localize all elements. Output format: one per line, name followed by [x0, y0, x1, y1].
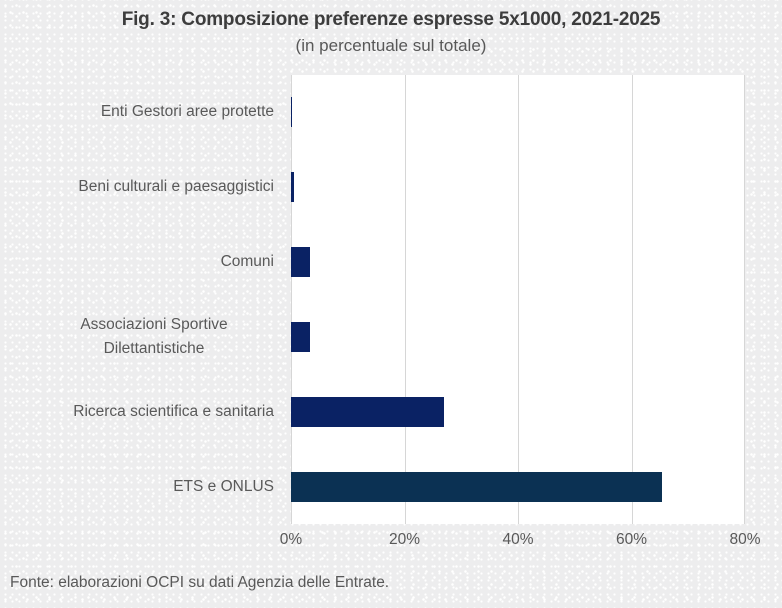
chart-title: Fig. 3: Composizione preferenze espresse… — [121, 9, 661, 30]
gridline — [744, 75, 745, 524]
category-label-row: Ricerca scientifica e sanitaria — [0, 374, 283, 449]
category-label-row: Enti Gestori aree protette — [0, 75, 283, 150]
chart-header: Fig. 3: Composizione preferenze espresse… — [0, 8, 782, 57]
category-label: Comuni — [220, 253, 274, 271]
bar-row — [291, 150, 745, 225]
gridline — [291, 75, 292, 524]
category-label: Beni culturali e paesaggistici — [78, 178, 274, 196]
category-label: ETS e ONLUS — [173, 477, 274, 495]
bar-row — [291, 225, 745, 300]
bar — [291, 396, 445, 427]
x-tick-label: 20% — [388, 531, 421, 548]
bar-rows — [291, 75, 745, 524]
category-label-row: Associazioni Sportive Dilettantistiche — [0, 299, 283, 374]
x-tick-label: 80% — [729, 531, 761, 548]
category-label: Associazioni Sportive Dilettantistiche — [80, 315, 228, 357]
category-label-row: Beni culturali e paesaggistici — [0, 150, 283, 225]
x-tick-label: 60% — [615, 531, 648, 548]
category-label-row: Comuni — [0, 225, 283, 300]
chart-subtitle: (in percentuale sul totale) — [295, 35, 487, 55]
category-label-row: ETS e ONLUS — [0, 449, 283, 524]
gridline — [518, 75, 519, 524]
bar — [291, 471, 663, 502]
bar-row — [291, 449, 745, 524]
x-tick-label: 40% — [502, 531, 534, 548]
plot-area — [291, 75, 745, 524]
category-axis: Enti Gestori aree protette Beni culturali… — [0, 75, 283, 524]
category-label: Enti Gestori aree protette — [100, 103, 274, 121]
gridline — [404, 75, 406, 524]
bar — [291, 247, 311, 278]
bar-row — [291, 374, 745, 449]
bar-row — [291, 299, 745, 374]
bar — [291, 97, 292, 128]
category-label: Ricerca scientifica e sanitaria — [73, 402, 274, 420]
bar — [291, 321, 311, 352]
bar-row — [291, 75, 745, 150]
gridline — [631, 75, 633, 524]
bar — [291, 172, 294, 203]
source-note: Fonte: elaborazioni OCPI su dati Agenzia… — [10, 574, 390, 591]
value-axis: 0% 20% 40% 60% 80% — [280, 531, 761, 553]
x-tick-label: 0% — [279, 531, 303, 548]
